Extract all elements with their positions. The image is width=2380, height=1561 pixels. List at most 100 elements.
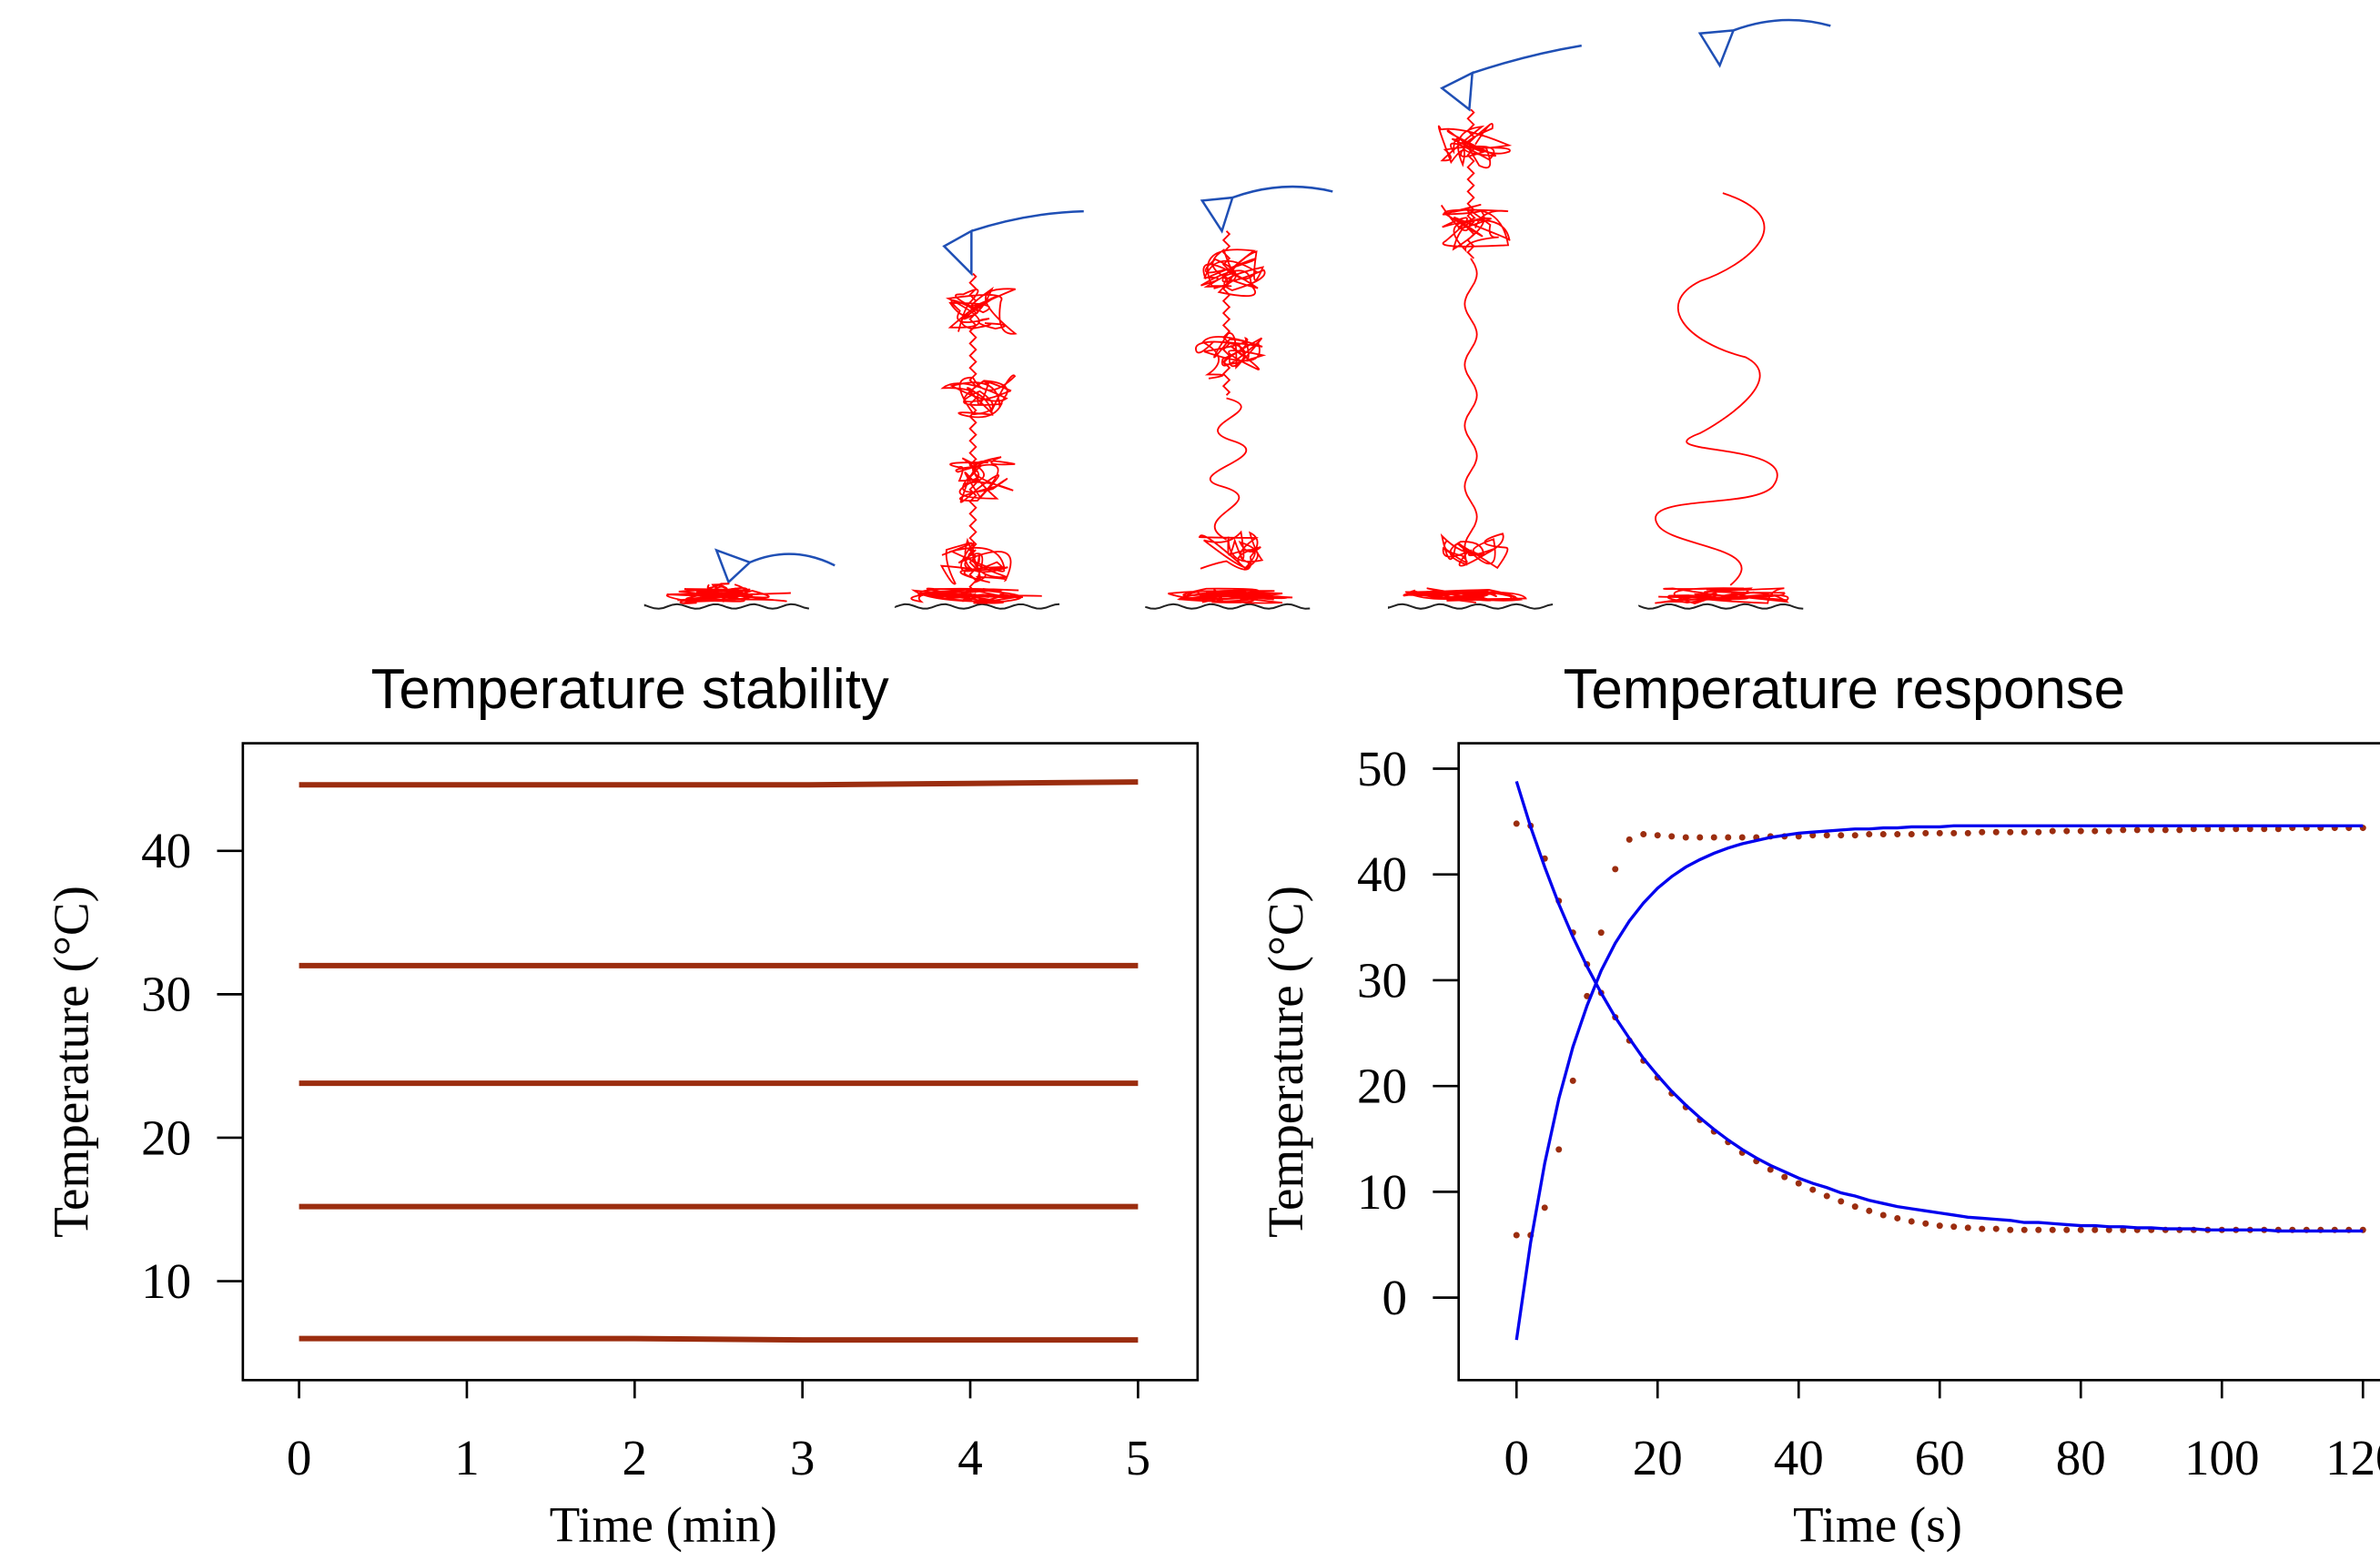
- polymer-knot: [1440, 204, 1511, 253]
- data-point: [1908, 831, 1915, 838]
- chart: Temperature stability 0 1 2 3 4 5 10 20 30 40 Time …: [44, 658, 1200, 1552]
- x-tick-label: 0: [1504, 1430, 1529, 1485]
- data-point: [2204, 826, 2212, 833]
- y-tick-label: 30: [141, 967, 191, 1022]
- data-point: [1979, 828, 1986, 836]
- x-tick-label: 5: [1126, 1430, 1151, 1485]
- polymer-strand: [1209, 397, 1248, 541]
- data-point: [1625, 836, 1633, 843]
- pulling-schematic: [643, 18, 1831, 610]
- polymer-knot: [949, 456, 1016, 503]
- y-tick-label: 10: [141, 1253, 191, 1309]
- data-point: [1809, 1186, 1817, 1193]
- data-point: [2049, 1226, 2056, 1233]
- data-point: [1597, 929, 1605, 937]
- y-tick-label: 20: [141, 1110, 191, 1165]
- data-point: [2233, 826, 2240, 833]
- data-point: [2049, 827, 2056, 835]
- data-point: [2246, 826, 2253, 833]
- data-point: [1696, 834, 1704, 841]
- data-point: [2105, 1226, 2112, 1233]
- plot-frame: [241, 742, 1200, 1382]
- x-tick-label: 20: [1633, 1430, 1683, 1485]
- cantilever: [1697, 18, 1831, 68]
- surface: [1638, 603, 1804, 610]
- polymer-knot: [939, 537, 1012, 585]
- data-point: [1992, 828, 2000, 836]
- data-point: [2007, 828, 2014, 836]
- data-point: [2190, 826, 2197, 833]
- polymer-strand: [1463, 258, 1478, 548]
- data-point: [1838, 1198, 1845, 1205]
- data-point: [2063, 827, 2071, 835]
- data-point: [1866, 1207, 1873, 1214]
- data-point: [1612, 866, 1619, 873]
- data-point: [1894, 831, 1901, 838]
- data-point: [1795, 1180, 1802, 1187]
- y-tick-label: 40: [141, 823, 191, 878]
- x-axis-label: Time (s): [1793, 1496, 1962, 1552]
- data-point: [2133, 826, 2141, 834]
- x-tick-label: 3: [790, 1430, 815, 1485]
- y-tick-label: 40: [1357, 846, 1407, 902]
- y-tick-label: 10: [1357, 1164, 1407, 1220]
- y-axis-label: Temperature (°C): [1258, 886, 1313, 1238]
- data-point: [1710, 834, 1717, 841]
- chart-title: Temperature stability: [371, 658, 889, 721]
- data-point: [1682, 834, 1689, 841]
- data-point: [1866, 831, 1873, 838]
- polymer-strand: [968, 272, 977, 593]
- data-point: [1879, 1211, 1887, 1219]
- y-tick-label: 20: [1357, 1059, 1407, 1114]
- data-point: [1851, 1203, 1858, 1211]
- polymer-strand: [1221, 230, 1231, 396]
- polymer-knot: [1168, 587, 1293, 604]
- data-point: [1555, 1146, 1563, 1153]
- polymer-knot: [945, 286, 1018, 335]
- polymer-knot: [1655, 587, 1790, 604]
- x-tick-label: 80: [2056, 1430, 2106, 1485]
- data-point: [1908, 1218, 1915, 1225]
- data-point: [1513, 1232, 1520, 1239]
- data-point: [2148, 826, 2155, 834]
- cantilever: [1440, 44, 1582, 112]
- data-point: [1823, 832, 1830, 839]
- data-line: [1514, 780, 2364, 1233]
- x-tick-label: 120: [2325, 1430, 2380, 1485]
- x-tick-label: 60: [1915, 1430, 1965, 1485]
- x-tick-label: 4: [957, 1430, 983, 1485]
- data-point: [1513, 820, 1520, 827]
- data-point: [1823, 1192, 1830, 1200]
- data-point: [2007, 1226, 2014, 1233]
- data-point: [1781, 1173, 1788, 1181]
- surface: [1387, 603, 1554, 610]
- polymer-knot: [666, 587, 791, 604]
- data-point: [1950, 1223, 1958, 1231]
- x-tick-label: 0: [287, 1430, 312, 1485]
- data-point: [1725, 834, 1732, 841]
- data-point: [1922, 829, 1929, 836]
- data-point: [1894, 1214, 1901, 1221]
- y-tick-label: 50: [1357, 741, 1407, 796]
- polymer-knot: [1195, 332, 1267, 380]
- chart-title: Temperature response: [1564, 658, 2125, 721]
- data-point: [2020, 828, 2028, 836]
- data-point: [2063, 1226, 2071, 1233]
- data-point: [2261, 826, 2268, 833]
- cantilever: [714, 548, 836, 584]
- polymer-knot: [940, 374, 1017, 419]
- data-point: [1992, 1225, 2000, 1232]
- x-tick-label: 40: [1774, 1430, 1824, 1485]
- data-point: [2120, 826, 2127, 834]
- data-point: [2020, 1226, 2028, 1233]
- x-tick-label: 100: [2184, 1430, 2260, 1485]
- data-point: [2274, 826, 2282, 833]
- data-point: [2218, 826, 2225, 833]
- surface: [1145, 603, 1311, 610]
- data-line: [1514, 824, 2364, 1341]
- cantilever: [942, 209, 1084, 277]
- data-point: [1879, 831, 1887, 838]
- surface: [643, 603, 810, 610]
- surface: [894, 603, 1060, 610]
- data-point: [1640, 831, 1647, 838]
